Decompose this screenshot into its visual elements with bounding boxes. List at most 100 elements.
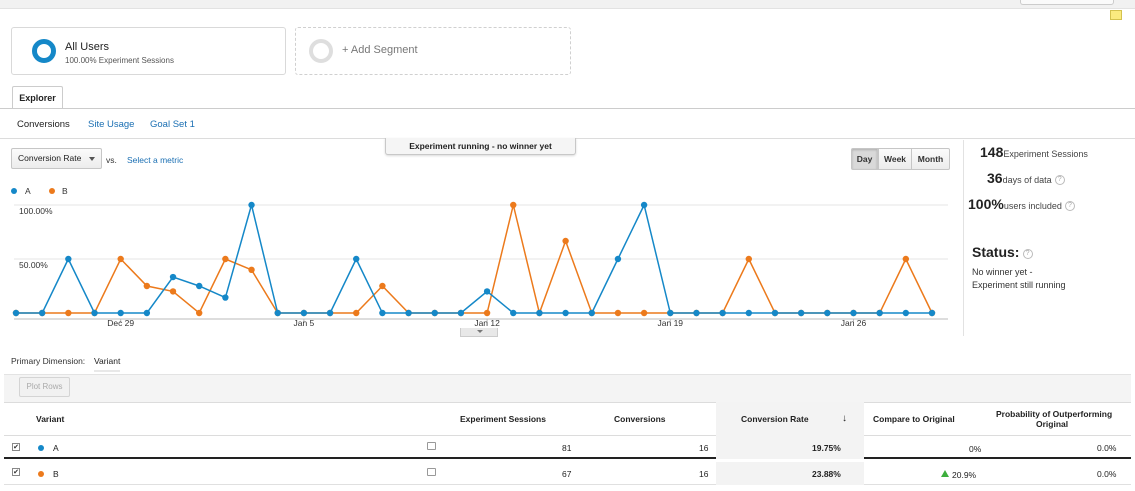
data-point-a[interactable] [353, 255, 360, 263]
th-conversions[interactable]: Conversions [614, 414, 666, 424]
data-point-b[interactable] [353, 309, 360, 317]
status-title: Status: [972, 244, 1020, 260]
tab-explorer[interactable]: Explorer [12, 86, 63, 109]
data-point-b[interactable] [196, 309, 203, 317]
rate-cell-bg [716, 436, 864, 459]
data-point-a[interactable] [300, 309, 308, 317]
data-point-a[interactable] [65, 255, 72, 263]
data-point-a[interactable] [274, 309, 281, 317]
help-icon[interactable]: ? [1064, 201, 1075, 212]
data-point-a[interactable] [379, 309, 386, 317]
stat-days: 36days of data ? [987, 170, 1065, 186]
data-point-a[interactable] [326, 309, 334, 317]
primary-dimension-variant[interactable]: Variant [94, 356, 121, 372]
top-bar [0, 0, 1135, 9]
data-point-a[interactable] [562, 309, 569, 317]
data-point-a[interactable] [797, 309, 805, 317]
data-point-b[interactable] [65, 309, 72, 317]
th-sessions[interactable]: Experiment Sessions [460, 414, 546, 424]
data-point-a[interactable] [483, 288, 491, 295]
conversion-rate-chart[interactable]: 100.00% 50.00% Dec 29 Jan 5 Jan 12 Jan 19 Jan … [0, 180, 963, 330]
data-point-a[interactable] [117, 309, 124, 317]
data-point-a[interactable] [745, 309, 752, 317]
stat-days-value: 36 [987, 170, 1003, 186]
table-row[interactable] [4, 436, 1131, 459]
add-segment-button[interactable]: + Add Segment [295, 27, 571, 75]
x-tick-label: Dec 29 [107, 318, 134, 328]
segment-all-users[interactable]: All Users 100.00% Experiment Sessions [11, 27, 286, 75]
data-point-a[interactable] [12, 309, 20, 317]
stat-sessions-label: Experiment Sessions [1003, 149, 1088, 159]
plot-rows-button[interactable]: Plot Rows [19, 377, 70, 397]
data-point-b[interactable] [640, 309, 648, 317]
data-point-a[interactable] [431, 309, 438, 317]
data-point-b[interactable] [117, 255, 124, 263]
data-point-a[interactable] [850, 309, 857, 317]
cell-probability: 0.0% [1097, 469, 1117, 479]
chart-collapse-handle[interactable] [460, 328, 498, 337]
data-point-a[interactable] [771, 309, 779, 317]
th-variant[interactable]: Variant [36, 414, 65, 424]
data-point-a[interactable] [588, 309, 595, 317]
data-point-b[interactable] [143, 282, 151, 290]
data-point-b[interactable] [379, 282, 386, 290]
cell-conversions: 16 [699, 443, 709, 453]
data-point-a[interactable] [902, 309, 910, 317]
data-point-b[interactable] [222, 255, 229, 263]
data-point-b[interactable] [483, 309, 491, 317]
subtab-goal-set-1[interactable]: Goal Set 1 [150, 119, 195, 130]
row-checkbox[interactable]: ✔ [12, 443, 20, 451]
help-icon[interactable]: ? [1054, 175, 1065, 186]
note-icon[interactable] [1110, 10, 1122, 20]
copy-icon[interactable] [427, 468, 436, 476]
data-point-a[interactable] [91, 309, 98, 317]
data-point-b[interactable] [562, 237, 569, 245]
data-point-a[interactable] [248, 201, 255, 209]
th-probability-line2[interactable]: Original [1036, 419, 1069, 429]
help-icon[interactable]: ? [1022, 249, 1033, 260]
stats-divider [963, 140, 964, 336]
data-point-a[interactable] [640, 201, 648, 209]
data-point-a[interactable] [824, 309, 831, 317]
metric-dropdown-label: Conversion Rate [18, 153, 82, 163]
data-point-a[interactable] [614, 255, 622, 263]
data-point-a[interactable] [143, 309, 151, 317]
data-point-a[interactable] [38, 309, 46, 317]
stat-users-value: 100% [968, 196, 1004, 212]
data-point-a[interactable] [196, 282, 203, 290]
data-point-a[interactable] [719, 309, 726, 317]
data-point-a[interactable] [222, 294, 229, 301]
sort-arrow-icon[interactable]: ↓ [842, 413, 847, 424]
data-point-b[interactable] [248, 266, 255, 273]
table-toolbar [4, 374, 1131, 402]
data-point-a[interactable] [405, 309, 412, 317]
data-point-a[interactable] [928, 309, 936, 317]
subtab-site-usage[interactable]: Site Usage [88, 119, 135, 130]
row-checkbox[interactable]: ✔ [12, 468, 20, 476]
th-compare[interactable]: Compare to Original [873, 414, 955, 424]
period-week-button[interactable]: Week [878, 148, 912, 170]
data-point-a[interactable] [693, 309, 700, 317]
data-point-b[interactable] [745, 255, 752, 263]
th-probability-line1[interactable]: Probability of Outperforming [996, 409, 1113, 419]
data-point-b[interactable] [510, 201, 517, 209]
cell-rate: 19.75% [812, 443, 841, 453]
copy-icon[interactable] [427, 442, 436, 450]
period-day-button[interactable]: Day [851, 148, 878, 170]
metric-dropdown[interactable]: Conversion Rate [11, 148, 102, 169]
data-point-a[interactable] [667, 309, 674, 317]
data-point-b[interactable] [614, 309, 622, 317]
period-month-button[interactable]: Month [911, 148, 950, 170]
data-point-b[interactable] [169, 288, 177, 295]
table-row[interactable] [4, 462, 1131, 485]
data-point-a[interactable] [169, 273, 177, 281]
subtab-conversions[interactable]: Conversions [17, 119, 70, 130]
data-point-b[interactable] [902, 255, 910, 263]
data-point-a[interactable] [536, 309, 543, 317]
th-conversion-rate[interactable]: Conversion Rate [741, 414, 809, 424]
top-bar-button[interactable] [1020, 0, 1114, 5]
data-point-a[interactable] [510, 309, 517, 317]
data-point-a[interactable] [876, 309, 883, 317]
select-metric-link[interactable]: Select a metric [127, 155, 184, 165]
data-point-a[interactable] [457, 309, 465, 317]
